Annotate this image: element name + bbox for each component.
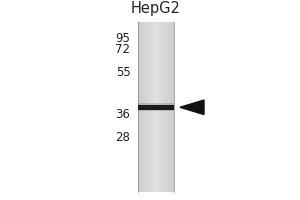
Bar	[144, 22, 145, 192]
Bar	[170, 22, 171, 192]
Bar	[148, 22, 149, 192]
Bar	[149, 22, 150, 192]
Text: 36: 36	[116, 108, 130, 121]
Bar	[159, 22, 160, 192]
Text: 72: 72	[116, 43, 130, 56]
Bar	[155, 22, 156, 192]
Bar	[157, 22, 158, 192]
Text: 55: 55	[116, 66, 130, 79]
Bar	[166, 22, 167, 192]
Bar	[142, 22, 143, 192]
Bar	[169, 22, 170, 192]
Bar	[145, 22, 146, 192]
Bar	[167, 22, 168, 192]
Bar	[163, 22, 164, 192]
Text: HepG2: HepG2	[131, 1, 181, 16]
Bar	[138, 22, 139, 192]
Bar	[138, 105, 174, 110]
Text: 28: 28	[116, 131, 130, 144]
Bar	[141, 22, 142, 192]
Bar	[162, 22, 163, 192]
Text: 95: 95	[116, 32, 130, 45]
Bar	[147, 22, 148, 192]
Bar	[156, 22, 157, 192]
Bar	[154, 22, 155, 192]
Bar	[160, 22, 161, 192]
Bar	[138, 103, 174, 111]
Bar	[143, 22, 144, 192]
Bar	[168, 22, 169, 192]
Bar	[164, 22, 165, 192]
Bar	[150, 22, 151, 192]
Bar	[153, 22, 154, 192]
Bar	[171, 22, 172, 192]
Bar	[161, 22, 162, 192]
Bar	[158, 22, 159, 192]
Bar	[151, 22, 152, 192]
Bar	[152, 22, 153, 192]
Bar	[172, 22, 173, 192]
Polygon shape	[180, 100, 204, 115]
Bar	[165, 22, 166, 192]
Bar	[173, 22, 174, 192]
Bar	[146, 22, 147, 192]
Bar	[139, 22, 140, 192]
Bar	[140, 22, 141, 192]
